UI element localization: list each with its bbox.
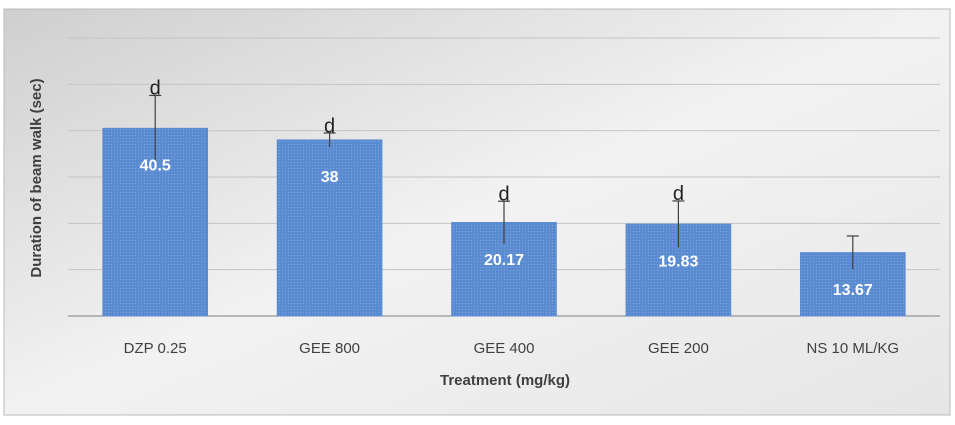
data-label: 20.17 [484,252,524,269]
x-axis-title: Treatment (mg/kg) [440,372,570,389]
data-label: 38 [321,169,339,186]
significance-letter: d [498,184,509,206]
significance-letter: d [150,78,161,100]
x-tick-label: GEE 200 [648,340,709,357]
bar [276,139,383,317]
x-tick-label: GEE 800 [299,340,360,357]
y-axis-title: Duration of beam walk (sec) [28,78,45,277]
significance-letter: d [324,115,335,137]
data-label: 13.67 [833,282,873,299]
significance-letter: d [673,183,684,205]
x-tick-label: NS 10 ML/KG [807,340,900,357]
x-tick-label: GEE 400 [474,340,535,357]
x-tick-label: DZP 0.25 [124,340,187,357]
data-label: 40.5 [140,158,171,175]
data-label: 19.83 [658,253,698,270]
